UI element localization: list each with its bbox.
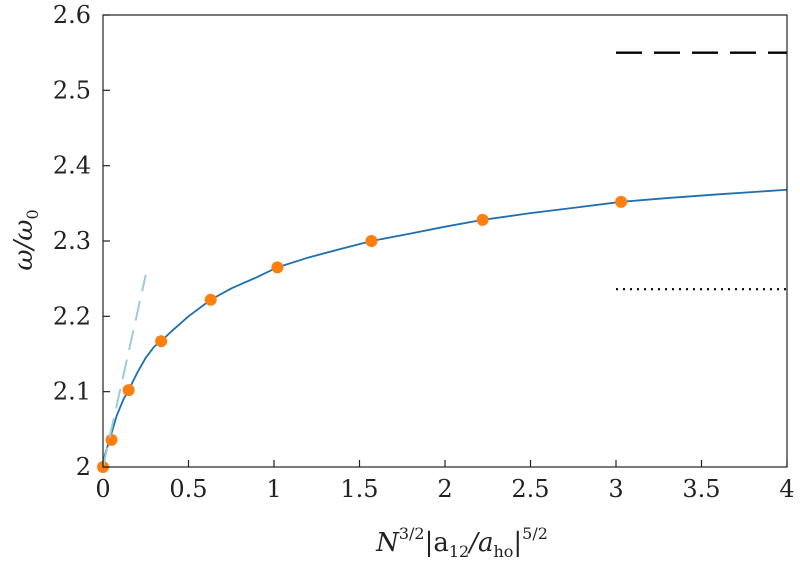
data-point — [204, 293, 217, 306]
plot-frame — [102, 14, 788, 468]
x-tick-label: 0.5 — [169, 475, 207, 503]
x-tick-label: 4 — [779, 475, 794, 503]
x-tick-label: 0 — [95, 475, 110, 503]
dashed-asymptote-line — [102, 274, 147, 468]
y-tick-label: 2.4 — [53, 152, 91, 180]
x-axis-label: N3/2|a12/aho|5/2 — [375, 524, 548, 561]
y-tick-label: 2.5 — [53, 76, 91, 104]
data-point — [105, 433, 118, 446]
data-point — [365, 235, 378, 247]
data-point — [615, 195, 628, 208]
data-point — [155, 335, 168, 348]
fit-curve — [102, 188, 788, 468]
axis-ticks: 0 0.5 1 1.5 2 2.5 3 3.5 4 2 2.1 2.2 2.3 2.4 2.5 2.6 — [53, 1, 795, 503]
y-tick-label: 2.6 — [53, 1, 91, 29]
y-tick-label: 2.3 — [53, 227, 91, 255]
y-tick-label: 2.2 — [53, 302, 91, 330]
y-tick-label: 2.1 — [53, 378, 91, 406]
plot-marks — [97, 51, 788, 473]
data-point — [271, 261, 284, 274]
x-tick-label: 2 — [437, 475, 452, 503]
y-tick-label: 2 — [76, 453, 91, 481]
x-tick-label: 1 — [266, 475, 281, 503]
x-tick-label: 3 — [608, 475, 623, 503]
x-tick-label: 3.5 — [682, 475, 720, 503]
data-point — [476, 213, 489, 226]
x-tick-label: 2.5 — [511, 475, 549, 503]
x-tick-label: 1.5 — [340, 475, 378, 503]
y-axis-label: ω/ω0 — [9, 209, 42, 270]
data-point — [122, 384, 135, 397]
